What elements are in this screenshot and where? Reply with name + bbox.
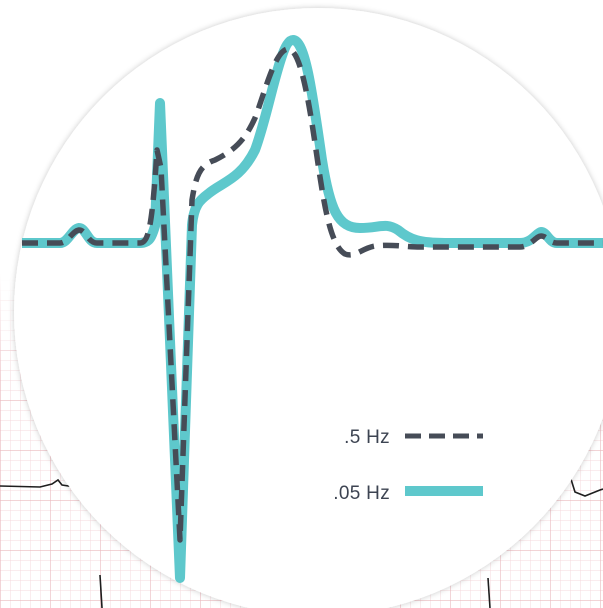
legend-label-05hz: .05 Hz [333,483,390,504]
legend-item-5hz: .5 Hz [344,427,483,448]
waveform-5hz-line [22,46,603,543]
legend-label-5hz: .5 Hz [344,427,390,448]
legend-item-05hz: .05 Hz [333,483,483,504]
waveform-group [22,35,603,583]
legend: .5 Hz .05 Hz [333,427,483,504]
